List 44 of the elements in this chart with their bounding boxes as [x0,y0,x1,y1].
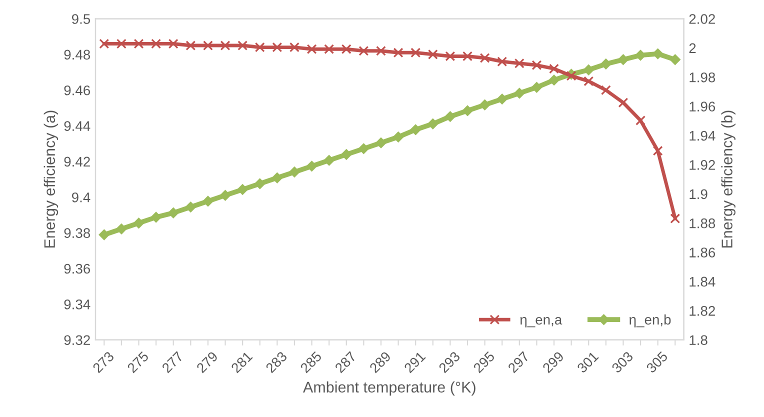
x-tick-label: 303 [611,350,634,374]
x-axis-title: Ambient temperature (°K) [302,381,476,396]
y2-tick-label: 1.92 [690,160,715,170]
y2-tick-label: 1.94 [690,130,716,141]
x-tick-label: 295 [472,350,496,374]
x-tick-label: 287 [334,351,357,374]
y-tick-label: 9.34 [64,300,90,310]
y2-tick-label: 1.82 [690,306,715,316]
x-tick-label: 293 [438,350,461,374]
y-tick-label: 9.48 [64,50,90,60]
x-tick-label: 285 [300,350,322,374]
x-tick-label: 301 [576,351,599,374]
x-tick-label: 305 [646,350,668,374]
y2-axis-title: Energy efficiency (b) [721,110,736,248]
y-tick-label: 9.44 [64,121,90,131]
y-tick-label: 9.36 [64,264,90,274]
y2-tick-label: 1.84 [690,276,716,287]
y-tick-label: 9.5 [72,14,90,24]
x-tick-label: 291 [404,351,426,374]
x-tick-label: 279 [196,350,218,374]
x-tick-label: 299 [542,350,564,374]
y-tick-label: 9.46 [64,85,90,96]
y-tick-label: 9.4 [72,192,90,202]
y-tick-label: 9.38 [64,228,90,238]
legend-label: η_en,b [630,314,671,328]
legend-label: η_en,a [520,317,562,328]
y2-tick-label: 1.96 [690,102,716,112]
x-tick-label: 281 [230,351,253,374]
x-tick-label: 297 [507,351,530,374]
y2-tick-label: 1.9 [690,189,708,200]
x-tick-label: 275 [126,350,150,374]
y-axis-title: Energy efficiency (a) [44,110,58,248]
y2-tick-label: 2.02 [689,14,715,24]
x-tick-label: 277 [161,351,184,374]
y2-tick-label: 1.98 [690,72,716,82]
y2-tick-label: 1.88 [690,218,716,228]
x-tick-label: 283 [265,350,288,374]
x-tick-label: 289 [368,350,392,374]
y2-tick-label: 1.86 [690,248,716,258]
y2-tick-label: 2 [689,43,696,53]
x-tick-label: 273 [92,350,115,374]
y-tick-label: 9.32 [64,335,90,346]
y-tick-label: 9.42 [64,156,90,167]
y2-tick-label: 1.8 [690,335,708,346]
